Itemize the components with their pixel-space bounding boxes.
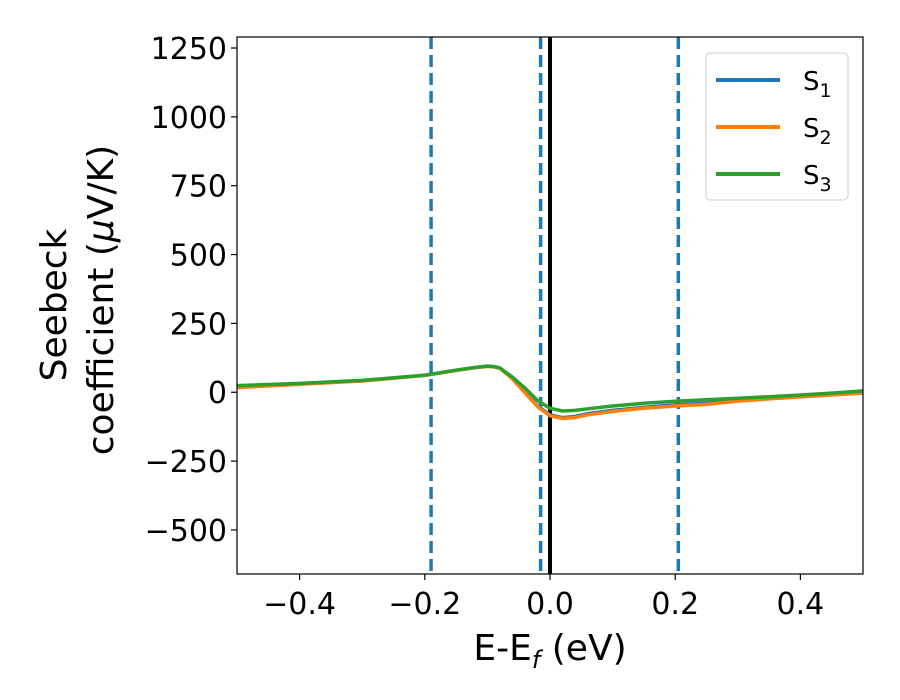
series-line-s3 — [237, 364, 863, 413]
x-tick-label: 0.4 — [777, 587, 825, 622]
x-tick-label: 0.0 — [526, 587, 574, 622]
x-tick-label: −0.2 — [388, 587, 461, 622]
y-tick-label: 250 — [170, 307, 227, 342]
x-axis-title: E-Ef (eV) — [473, 628, 626, 674]
y-axis-title: Seebeck coefficient (μV/K) — [34, 145, 122, 455]
y-axis-title-line1: Seebeck — [34, 228, 75, 381]
legend: S1 S2 S3 — [705, 52, 849, 201]
legend-label-s3: S3 — [803, 161, 832, 196]
y-tick-label: 500 — [170, 239, 227, 274]
y-axis-ticks: −500 −250 0 250 500 750 1000 1250 — [145, 32, 237, 549]
vertical-lines — [429, 37, 681, 574]
y-tick-label: −500 — [145, 514, 227, 549]
y-tick-label: −250 — [145, 445, 227, 480]
legend-label-s2: S2 — [803, 114, 832, 149]
y-tick-label: 1250 — [151, 32, 227, 67]
legend-label-s1: S1 — [803, 67, 832, 102]
y-axis-title-line2: coefficient (μV/K) — [81, 145, 122, 455]
series-lines — [237, 364, 863, 421]
y-tick-label: 750 — [170, 170, 227, 205]
x-tick-label: −0.4 — [263, 587, 336, 622]
y-tick-label: 1000 — [151, 101, 227, 136]
x-axis-ticks: −0.4 −0.2 0.0 0.2 0.4 — [263, 574, 824, 622]
x-tick-label: 0.2 — [651, 587, 699, 622]
y-tick-label: 0 — [208, 376, 227, 411]
